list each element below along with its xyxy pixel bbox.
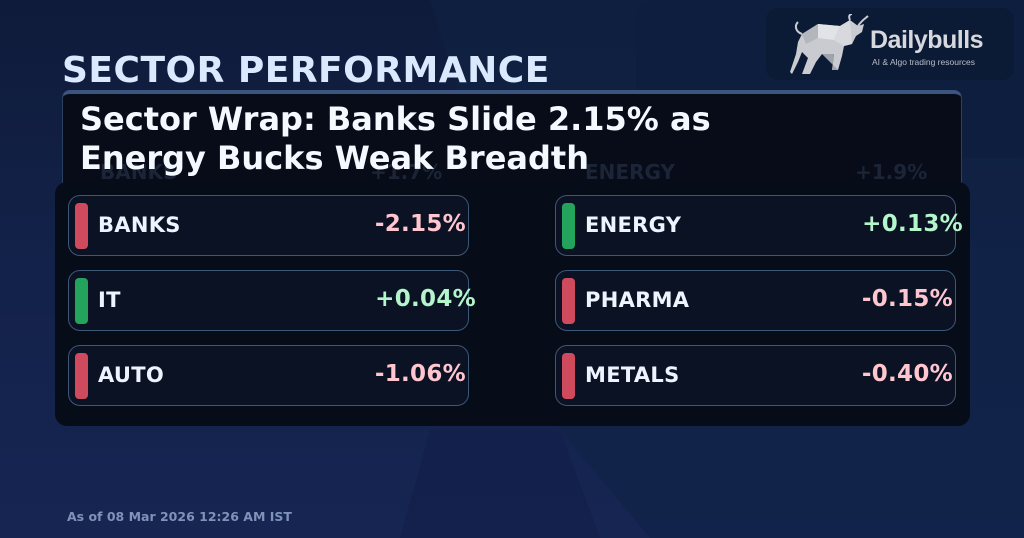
sector-name: METALS [585,363,680,387]
sector-change: -0.15% [861,286,953,312]
timestamp: As of 08 Mar 2026 12:26 AM IST [67,509,292,524]
sector-name: BANKS [98,213,181,237]
brand-logo: Dailybulls AI & Algo trading resources [766,8,1014,80]
sector-name: IT [98,288,121,312]
ghost-sector-label: ENERGY [585,160,675,184]
ghost-sector-label: BANKS [100,160,178,184]
ghost-sector-value: +1.9% [855,160,928,184]
sector-card-metals[interactable]: METALS -0.40% [555,345,956,406]
sector-card-auto[interactable]: AUTO -1.06% [68,345,469,406]
headline: Sector Wrap: Banks Slide 2.15% as Energy… [80,100,711,177]
brand-name: Dailybulls [870,26,984,54]
brand-tagline: AI & Algo trading resources [872,57,976,67]
bull-icon [790,14,869,74]
sector-name: AUTO [98,363,165,387]
sector-change: -2.15% [374,211,466,237]
ghost-sector-value: +1.7% [370,160,443,184]
sector-name: ENERGY [585,213,682,237]
sector-card-it[interactable]: IT +0.04% [68,270,476,331]
trend-bar-down [562,278,575,324]
sector-card-banks[interactable]: BANKS -2.15% [68,195,469,256]
sector-card-pharma[interactable]: PHARMA -0.15% [555,270,956,331]
trend-bar-down [562,353,575,399]
headline-panel [62,90,962,190]
sector-change: -1.06% [374,361,466,387]
section-title: SECTOR PERFORMANCE [62,50,550,91]
sector-change: +0.04% [375,286,476,312]
trend-bar-down [75,353,88,399]
trend-bar-down [75,203,88,249]
trend-bar-up [562,203,575,249]
trend-bar-up [75,278,88,324]
sector-change: -0.40% [861,361,953,387]
sector-name: PHARMA [585,288,690,312]
sector-card-energy[interactable]: ENERGY +0.13% [555,195,963,256]
sector-change: +0.13% [862,211,963,237]
